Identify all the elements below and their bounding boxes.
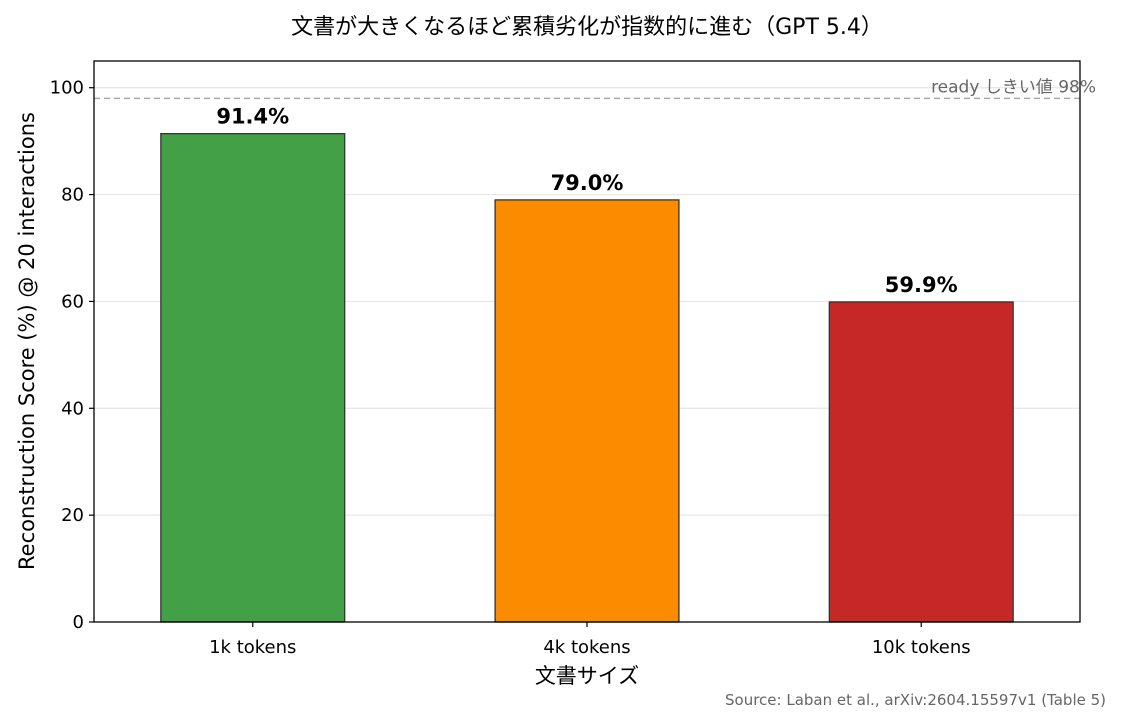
bar-value-labels: 91.4% 79.0% 59.9% — [216, 105, 957, 297]
x-tick-label: 4k tokens — [543, 637, 630, 658]
x-axis: 1k tokens 4k tokens 10k tokens — [209, 622, 971, 658]
bar-value-label: 91.4% — [216, 105, 289, 129]
chart-title: 文書が大きくなるほど累積劣化が指数的に進む（GPT 5.4） — [291, 15, 883, 40]
source-note: Source: Laban et al., arXiv:2604.15597v1… — [725, 691, 1106, 709]
y-tick-label: 0 — [73, 612, 84, 633]
y-tick-label: 60 — [61, 291, 84, 312]
y-tick-label: 80 — [61, 185, 84, 206]
bar-value-label: 59.9% — [885, 273, 958, 297]
bar-2 — [494, 199, 680, 623]
bar-3 — [828, 301, 1014, 623]
threshold-label: ready しきい値 98% — [931, 77, 1096, 97]
y-axis: 0 20 40 60 80 100 — [50, 78, 94, 633]
bar-1 — [160, 133, 346, 623]
x-tick-label: 1k tokens — [209, 637, 296, 658]
y-tick-label: 20 — [61, 505, 84, 526]
y-axis-title: Reconstruction Score (%) @ 20 interactio… — [15, 112, 39, 570]
x-tick-label: 10k tokens — [872, 637, 971, 658]
y-tick-label: 40 — [61, 398, 84, 419]
y-tick-label: 100 — [50, 78, 84, 99]
bar-value-label: 79.0% — [551, 171, 624, 195]
bars — [160, 133, 1014, 623]
x-axis-title: 文書サイズ — [535, 664, 639, 688]
threshold-line-group: ready しきい値 98% — [94, 77, 1096, 100]
